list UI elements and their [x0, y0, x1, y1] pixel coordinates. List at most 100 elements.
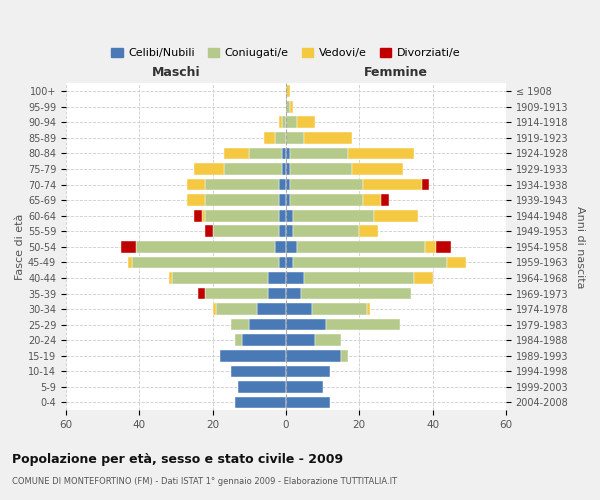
Text: Femmine: Femmine: [364, 66, 428, 78]
Bar: [216, 303, 257, 315]
Bar: [425, 241, 436, 252]
Bar: [286, 86, 290, 97]
Bar: [301, 288, 410, 300]
Bar: [282, 148, 286, 159]
Bar: [422, 178, 429, 190]
Bar: [132, 256, 278, 268]
Bar: [286, 116, 297, 128]
Bar: [205, 226, 212, 237]
Bar: [257, 303, 286, 315]
Bar: [231, 319, 249, 330]
Bar: [286, 288, 301, 300]
Bar: [381, 194, 389, 206]
Bar: [290, 178, 363, 190]
Bar: [264, 132, 275, 143]
Bar: [374, 210, 418, 222]
Bar: [278, 178, 286, 190]
Y-axis label: Fasce di età: Fasce di età: [15, 214, 25, 280]
Text: COMUNE DI MONTEFORTINO (FM) - Dati ISTAT 1° gennaio 2009 - Elaborazione TUTTITAL: COMUNE DI MONTEFORTINO (FM) - Dati ISTAT…: [12, 478, 397, 486]
Bar: [297, 116, 315, 128]
Bar: [293, 226, 359, 237]
Bar: [304, 272, 414, 284]
Bar: [311, 303, 367, 315]
Bar: [286, 303, 311, 315]
Bar: [205, 288, 268, 300]
Bar: [278, 256, 286, 268]
Bar: [275, 132, 286, 143]
Bar: [238, 381, 286, 393]
Bar: [363, 194, 381, 206]
Bar: [235, 334, 242, 346]
Bar: [359, 226, 377, 237]
Bar: [286, 381, 323, 393]
Bar: [224, 163, 282, 175]
Bar: [286, 319, 326, 330]
Bar: [304, 132, 352, 143]
Bar: [205, 178, 278, 190]
Bar: [341, 350, 348, 362]
Bar: [187, 178, 205, 190]
Bar: [278, 116, 282, 128]
Bar: [367, 303, 370, 315]
Bar: [286, 334, 315, 346]
Bar: [172, 272, 268, 284]
Bar: [286, 350, 341, 362]
Legend: Celibi/Nubili, Coniugati/e, Vedovi/e, Divorziati/e: Celibi/Nubili, Coniugati/e, Vedovi/e, Di…: [107, 43, 465, 62]
Text: Popolazione per età, sesso e stato civile - 2009: Popolazione per età, sesso e stato civil…: [12, 452, 343, 466]
Bar: [286, 396, 330, 408]
Bar: [121, 241, 136, 252]
Bar: [352, 163, 403, 175]
Bar: [198, 288, 205, 300]
Bar: [293, 210, 374, 222]
Bar: [286, 163, 290, 175]
Bar: [194, 210, 202, 222]
Bar: [278, 194, 286, 206]
Bar: [169, 272, 172, 284]
Bar: [224, 148, 249, 159]
Bar: [348, 148, 414, 159]
Bar: [414, 272, 433, 284]
Bar: [290, 148, 348, 159]
Bar: [278, 210, 286, 222]
Bar: [286, 210, 293, 222]
Bar: [286, 148, 290, 159]
Bar: [249, 148, 282, 159]
Bar: [286, 241, 297, 252]
Bar: [282, 163, 286, 175]
Bar: [290, 194, 363, 206]
Bar: [220, 350, 286, 362]
Bar: [275, 241, 286, 252]
Bar: [293, 256, 447, 268]
Bar: [290, 163, 352, 175]
Y-axis label: Anni di nascita: Anni di nascita: [575, 206, 585, 288]
Bar: [286, 178, 290, 190]
Bar: [286, 366, 330, 377]
Bar: [231, 366, 286, 377]
Bar: [326, 319, 400, 330]
Bar: [194, 163, 224, 175]
Bar: [282, 116, 286, 128]
Bar: [286, 226, 293, 237]
Bar: [128, 256, 132, 268]
Bar: [290, 101, 293, 112]
Bar: [242, 334, 286, 346]
Bar: [436, 241, 451, 252]
Bar: [278, 226, 286, 237]
Bar: [286, 194, 290, 206]
Bar: [205, 210, 278, 222]
Bar: [202, 210, 205, 222]
Bar: [286, 132, 304, 143]
Bar: [187, 194, 205, 206]
Bar: [315, 334, 341, 346]
Bar: [268, 272, 286, 284]
Bar: [297, 241, 425, 252]
Bar: [212, 303, 216, 315]
Bar: [286, 101, 290, 112]
Text: Maschi: Maschi: [152, 66, 200, 78]
Bar: [286, 272, 304, 284]
Bar: [136, 241, 275, 252]
Bar: [268, 288, 286, 300]
Bar: [235, 396, 286, 408]
Bar: [286, 256, 293, 268]
Bar: [212, 226, 278, 237]
